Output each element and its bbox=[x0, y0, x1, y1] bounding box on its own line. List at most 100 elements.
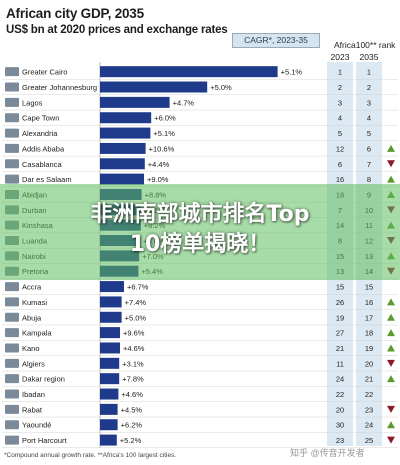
rank-up-icon bbox=[387, 329, 395, 337]
country-flag-icon bbox=[5, 143, 19, 153]
cagr-label: +5.1% bbox=[281, 68, 303, 77]
rank-2023-value: 16 bbox=[336, 175, 344, 184]
city-label: Dar es Salaam bbox=[22, 175, 72, 184]
city-label: Lagos bbox=[22, 98, 43, 107]
rank-2023-value: 11 bbox=[336, 359, 344, 368]
gdp-bar bbox=[100, 388, 119, 400]
gdp-bar bbox=[100, 158, 145, 170]
rank-2035-value: 2 bbox=[367, 83, 371, 92]
rank-2035-value: 25 bbox=[365, 436, 373, 445]
rank-2035-value: 23 bbox=[365, 405, 373, 414]
city-label: Kampala bbox=[22, 329, 52, 338]
footnote: *Compound annual growth rate. **Africa's… bbox=[4, 452, 177, 459]
rank-2023-value: 22 bbox=[336, 390, 344, 399]
cagr-label: +5.0% bbox=[125, 313, 147, 322]
city-label: Greater Johannesburg bbox=[22, 83, 97, 92]
rank-up-icon bbox=[387, 344, 395, 352]
country-flag-icon bbox=[5, 328, 19, 338]
country-flag-icon bbox=[5, 358, 19, 368]
city-label: Alexandria bbox=[22, 129, 58, 138]
city-label: Greater Cairo bbox=[22, 68, 67, 77]
country-flag-icon bbox=[5, 97, 19, 107]
rank-2035-value: 21 bbox=[365, 375, 373, 384]
country-flag-icon bbox=[5, 282, 19, 292]
rank-2023-value: 6 bbox=[338, 160, 342, 169]
country-flag-icon bbox=[5, 82, 19, 92]
country-flag-icon bbox=[5, 67, 19, 77]
rank-2035-value: 22 bbox=[365, 390, 373, 399]
country-flag-icon bbox=[5, 343, 19, 353]
rank-2023-value: 2 bbox=[338, 83, 342, 92]
rank-down-icon bbox=[387, 405, 395, 413]
city-label: Cape Town bbox=[22, 114, 59, 123]
cagr-label: +9.6% bbox=[123, 329, 145, 338]
overlay-banner-text: 非洲南部城市排名Top 10榜单揭晓！ bbox=[90, 202, 310, 257]
rank-2035-value: 8 bbox=[367, 175, 371, 184]
cagr-label: +9.0% bbox=[147, 175, 169, 184]
rank-2023-value: 12 bbox=[336, 144, 344, 153]
chart-title: African city GDP, 2035 bbox=[6, 6, 144, 21]
rank-2035-value: 7 bbox=[367, 160, 371, 169]
rank-up-icon bbox=[387, 175, 395, 183]
rank-2023-value: 1 bbox=[338, 68, 342, 77]
gdp-bar bbox=[100, 373, 120, 385]
city-label: Yaoundé bbox=[22, 421, 51, 430]
rank-2035-value: 6 bbox=[367, 144, 371, 153]
rank-up-icon bbox=[387, 313, 395, 321]
rank-2023-value: 27 bbox=[336, 329, 344, 338]
city-label: Algiers bbox=[22, 359, 45, 368]
cagr-label: +3.1% bbox=[122, 359, 144, 368]
rank-down-icon bbox=[387, 359, 395, 367]
rank-2035-value: 3 bbox=[367, 98, 371, 107]
cagr-label: +5.0% bbox=[210, 83, 232, 92]
cagr-label: +4.7% bbox=[173, 98, 195, 107]
gdp-bar bbox=[100, 296, 122, 308]
city-label: Ibadan bbox=[22, 390, 45, 399]
country-flag-icon bbox=[5, 435, 19, 445]
gdp-bar bbox=[100, 419, 118, 431]
cagr-label: +6.7% bbox=[127, 283, 149, 292]
country-flag-icon bbox=[5, 404, 19, 414]
rank-header: Africa100** rank bbox=[334, 40, 396, 50]
cagr-label: +7.8% bbox=[122, 375, 144, 384]
chart-subtitle: US$ bn at 2020 prices and exchange rates bbox=[6, 24, 228, 36]
gdp-bar bbox=[100, 281, 124, 293]
city-label: Casablanca bbox=[22, 160, 62, 169]
country-flag-icon bbox=[5, 389, 19, 399]
cagr-label: +4.5% bbox=[121, 405, 143, 414]
rank-up-icon bbox=[387, 375, 395, 383]
city-label: Addis Ababa bbox=[22, 144, 65, 153]
rank-2035-value: 16 bbox=[365, 298, 373, 307]
cagr-legend-box: CAGR*, 2023-35 bbox=[232, 33, 320, 48]
rank-2023-value: 5 bbox=[338, 129, 342, 138]
cagr-label: +4.4% bbox=[148, 160, 170, 169]
gdp-bar bbox=[100, 434, 117, 446]
cagr-label: +6.0% bbox=[154, 114, 176, 123]
cagr-label: +4.6% bbox=[121, 390, 143, 399]
gdp-bar bbox=[100, 81, 208, 93]
rank-2035-value: 5 bbox=[367, 129, 371, 138]
country-flag-icon bbox=[5, 128, 19, 138]
rank-year-2035-header: 2035 bbox=[359, 52, 379, 62]
rank-down-icon bbox=[387, 160, 395, 168]
rank-2023-value: 23 bbox=[336, 436, 344, 445]
city-label: Kumasi bbox=[22, 298, 47, 307]
rank-2023-value: 15 bbox=[336, 283, 344, 292]
gdp-bar bbox=[100, 173, 144, 185]
gdp-bar bbox=[100, 327, 120, 339]
gdp-bar bbox=[100, 112, 152, 124]
rank-year-2023-header: 2023 bbox=[330, 52, 350, 62]
rank-2023-value: 19 bbox=[336, 313, 344, 322]
rank-2023-value: 3 bbox=[338, 98, 342, 107]
cagr-label: +6.2% bbox=[121, 421, 143, 430]
city-label: Dakar region bbox=[22, 375, 65, 384]
gdp-bar bbox=[100, 66, 278, 78]
watermark: 知乎 @传音开发者 bbox=[290, 448, 365, 458]
city-label: Kano bbox=[22, 344, 40, 353]
country-flag-icon bbox=[5, 113, 19, 123]
cagr-label: +10.6% bbox=[149, 144, 175, 153]
gdp-bar bbox=[100, 357, 120, 369]
city-label: Accra bbox=[22, 283, 42, 292]
cagr-label: +4.6% bbox=[123, 344, 145, 353]
rank-2035-value: 19 bbox=[365, 344, 373, 353]
